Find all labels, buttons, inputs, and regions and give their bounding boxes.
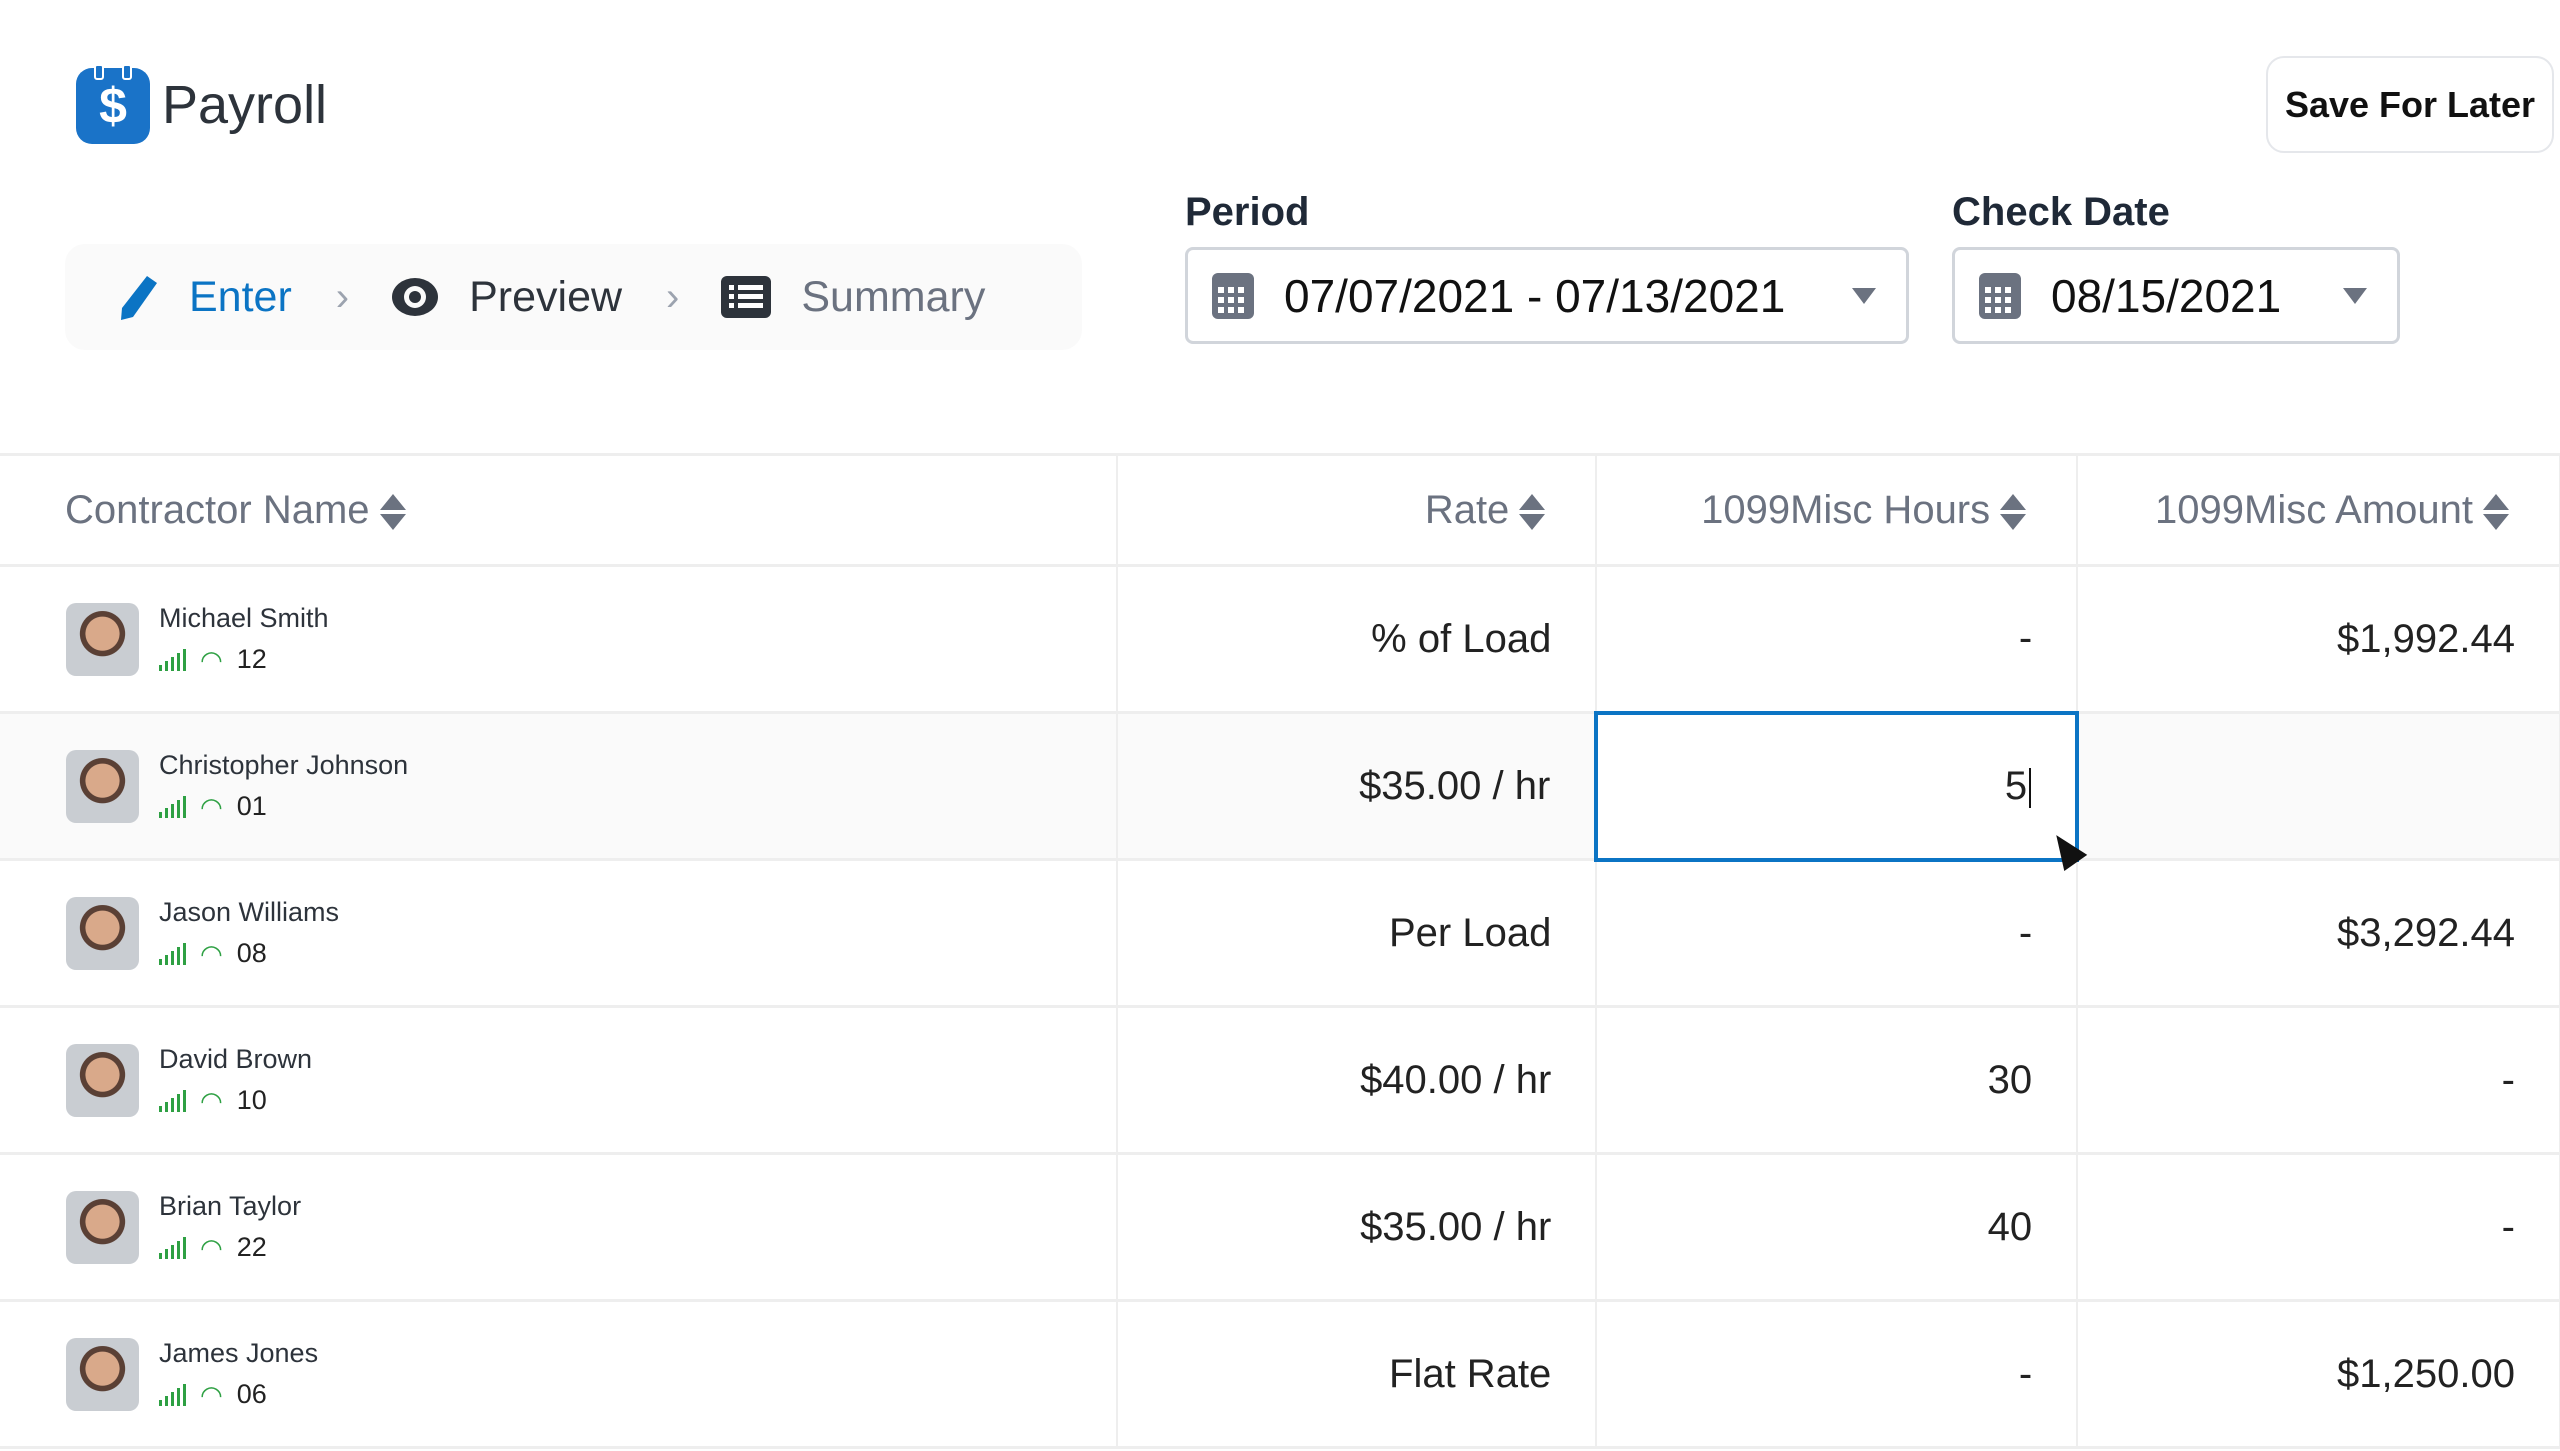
period-label: Period [1185,190,1310,234]
table-row[interactable]: Michael Smith ◠ 12 % of Load - $1,992.44 [0,564,2560,714]
rate-cell: $35.00 / hr [1116,711,1598,861]
chevron-right-icon: › [335,274,350,319]
avatar [66,602,139,676]
hours-cell[interactable]: 40 [1596,1152,2079,1302]
save-for-later-button[interactable]: Save For Later [2266,56,2554,153]
amount-cell: $1,992.44 [2077,564,2560,714]
period-value: 07/07/2021 - 07/13/2021 [1284,269,1786,322]
payroll-logo-icon: $ [76,64,150,144]
sort-icon[interactable] [2483,493,2509,530]
wifi-icon: ◠ [200,644,223,675]
wifi-icon: ◠ [200,1232,223,1263]
table-row[interactable]: Christopher Johnson ◠ 01 $35.00 / hr 5 [0,710,2560,862]
step-preview-label: Preview [469,272,623,321]
contractor-id: 10 [236,1085,267,1115]
calendar-icon [1212,272,1254,319]
contractor-name: Brian Taylor [159,1191,302,1221]
amount-cell: - [2077,1005,2560,1155]
contractor-name: Jason Williams [159,897,340,927]
amount-cell: $1,250.00 [2077,1299,2560,1449]
contractor-cell: Jason Williams ◠ 08 [0,858,1118,1008]
avatar [66,1043,139,1117]
signal-strength-icon [159,795,186,818]
contractor-cell: James Jones ◠ 06 [0,1299,1118,1449]
rate-cell: $40.00 / hr [1116,1005,1598,1155]
rate-cell: $35.00 / hr [1116,1152,1598,1302]
wifi-icon: ◠ [200,1379,223,1410]
sort-icon[interactable] [379,493,406,530]
contractor-id: 01 [236,791,267,821]
step-breadcrumb: Enter › Preview › Summary [65,244,1082,350]
avatar [66,749,139,823]
step-summary[interactable]: Summary [721,273,985,322]
contractor-table: Contractor Name Rate 1099Misc Hours 1099… [0,453,2560,1449]
table-row[interactable]: David Brown ◠ 10 $40.00 / hr 30 - [0,1005,2560,1155]
eye-icon [392,278,439,316]
calendar-icon [1979,272,2021,319]
contractor-cell: David Brown ◠ 10 [0,1005,1118,1155]
contractor-cell: Michael Smith ◠ 12 [0,564,1118,714]
wifi-icon: ◠ [200,1085,223,1116]
contractor-name: Michael Smith [159,603,329,633]
sort-icon[interactable] [1519,493,1546,530]
text-caret [2029,767,2032,808]
check-date-dropdown[interactable]: 08/15/2021 [1952,247,2400,344]
hours-cell[interactable]: - [1596,1299,2079,1449]
contractor-id: 22 [236,1232,267,1262]
signal-strength-icon [159,942,186,965]
column-header-hours[interactable]: 1099Misc Hours [1596,453,2079,567]
hours-cell[interactable]: 30 [1596,1005,2079,1155]
contractor-cell: Brian Taylor ◠ 22 [0,1152,1118,1302]
hours-cell[interactable]: - [1596,858,2079,1008]
contractor-name: James Jones [159,1338,319,1368]
rate-cell: % of Load [1116,564,1598,714]
step-enter-label: Enter [189,272,292,321]
contractor-id: 12 [236,644,267,674]
pencil-icon [121,276,157,320]
step-preview[interactable]: Preview [391,273,622,322]
column-header-name[interactable]: Contractor Name [0,453,1118,567]
amount-cell [2077,711,2560,861]
avatar [66,896,139,970]
period-dropdown[interactable]: 07/07/2021 - 07/13/2021 [1185,247,1909,344]
hours-cell[interactable]: - [1596,564,2079,714]
avatar [66,1337,139,1411]
column-header-rate[interactable]: Rate [1116,453,1598,567]
app-title: Payroll [162,75,328,135]
signal-strength-icon [159,648,186,671]
contractor-name: Christopher Johnson [159,750,409,780]
table-row[interactable]: Jason Williams ◠ 08 Per Load - $3,292.44 [0,858,2560,1008]
avatar [66,1190,139,1264]
column-header-amount[interactable]: 1099Misc Amount [2077,453,2560,567]
hours-input[interactable]: 5 [1594,710,2080,862]
contractor-name: David Brown [159,1044,313,1074]
chevron-right-icon: › [666,274,680,319]
contractor-cell: Christopher Johnson ◠ 01 [0,711,1118,861]
amount-cell: - [2077,1152,2560,1302]
contractor-id: 06 [236,1379,267,1409]
wifi-icon: ◠ [200,791,223,822]
signal-strength-icon [159,1236,186,1259]
table-row[interactable]: Brian Taylor ◠ 22 $35.00 / hr 40 - [0,1152,2560,1302]
signal-strength-icon [159,1383,186,1406]
rate-cell: Flat Rate [1116,1299,1598,1449]
amount-cell: $3,292.44 [2077,858,2560,1008]
chevron-down-icon [2343,287,2367,304]
list-icon [721,276,772,318]
wifi-icon: ◠ [200,938,223,969]
check-date-value: 08/15/2021 [2051,269,2282,322]
chevron-down-icon [1852,287,1876,304]
rate-cell: Per Load [1116,858,1598,1008]
table-row[interactable]: James Jones ◠ 06 Flat Rate - $1,250.00 [0,1299,2560,1449]
sort-icon[interactable] [2000,493,2027,530]
signal-strength-icon [159,1089,186,1112]
step-summary-label: Summary [801,272,986,321]
contractor-id: 08 [236,938,267,968]
check-date-label: Check Date [1952,190,2170,234]
step-enter[interactable]: Enter [117,273,292,322]
